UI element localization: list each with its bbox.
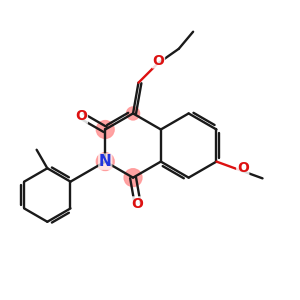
- Circle shape: [96, 153, 114, 170]
- Text: O: O: [76, 109, 87, 123]
- Text: N: N: [99, 154, 112, 169]
- Circle shape: [96, 121, 114, 138]
- Circle shape: [124, 169, 142, 187]
- Text: O: O: [153, 54, 164, 68]
- Circle shape: [127, 107, 140, 120]
- Text: O: O: [237, 161, 249, 175]
- Text: O: O: [132, 197, 144, 211]
